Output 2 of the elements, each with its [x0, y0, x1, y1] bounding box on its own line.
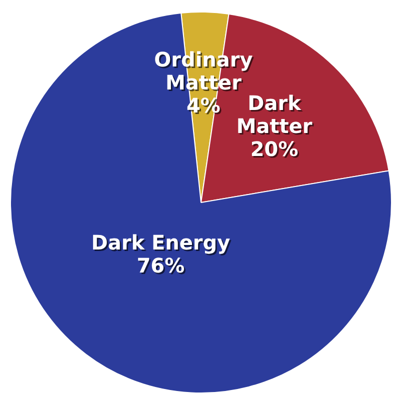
data-label: 76% — [138, 254, 186, 279]
data-label: 20% — [252, 138, 300, 162]
